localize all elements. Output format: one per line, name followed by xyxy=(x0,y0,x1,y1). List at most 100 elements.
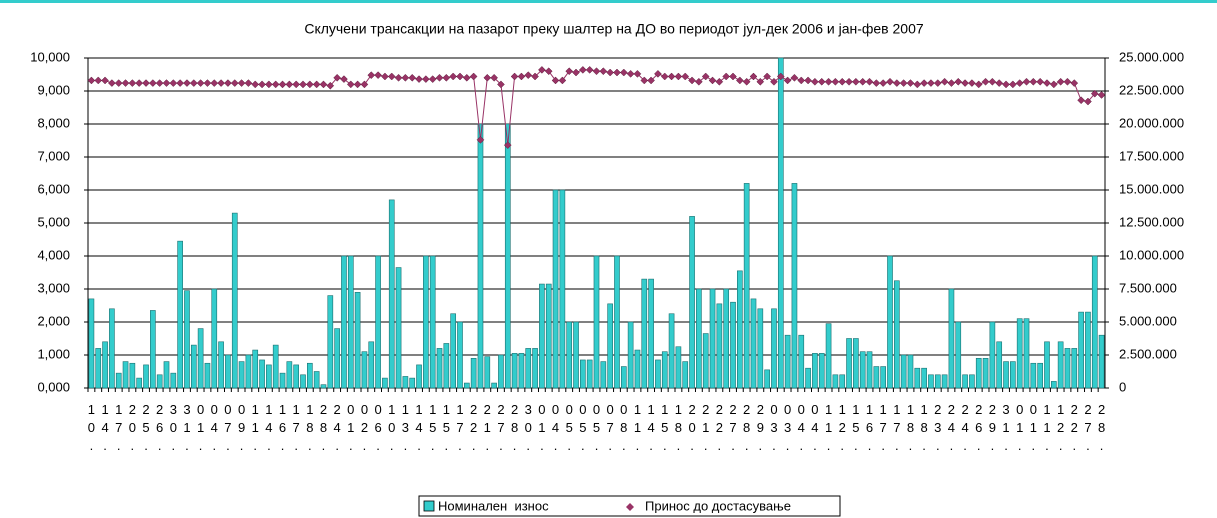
bar xyxy=(375,255,381,389)
bar xyxy=(552,189,559,389)
yield-marker xyxy=(360,80,369,89)
yield-marker xyxy=(538,66,546,74)
y2-tick-label: 12.500.000 xyxy=(1119,214,1184,229)
yield-marker xyxy=(606,68,615,77)
bar xyxy=(231,212,238,389)
bar xyxy=(177,240,183,389)
bar xyxy=(463,382,470,389)
bar xyxy=(532,348,538,389)
bar xyxy=(975,357,982,389)
yield-marker xyxy=(135,79,144,87)
yield-marker xyxy=(353,80,362,89)
bar xyxy=(798,334,805,389)
yield-marker xyxy=(708,76,717,85)
yield-marker xyxy=(476,135,485,144)
yield-marker xyxy=(770,77,778,86)
bar xyxy=(190,344,197,389)
bar xyxy=(423,255,429,389)
yield-marker xyxy=(947,79,956,87)
yield-marker xyxy=(660,72,669,81)
bar xyxy=(962,374,968,389)
yield-marker xyxy=(1049,80,1058,89)
bar xyxy=(559,189,566,389)
yield-marker xyxy=(244,79,253,87)
bar xyxy=(757,308,764,389)
bar xyxy=(402,376,409,389)
bar xyxy=(293,364,300,389)
bar xyxy=(184,290,190,389)
yield-marker xyxy=(394,73,403,82)
yield-marker xyxy=(933,79,942,87)
y-tick-label: 3,000 xyxy=(37,280,70,295)
bar xyxy=(129,362,136,389)
y-tick-label: 9,000 xyxy=(37,82,70,97)
bar xyxy=(832,374,839,389)
bar xyxy=(518,353,525,389)
yield-marker xyxy=(974,80,983,89)
bar xyxy=(743,183,750,389)
yield-marker xyxy=(333,73,341,82)
bar xyxy=(477,123,484,389)
yield-marker xyxy=(715,77,724,86)
bar xyxy=(655,359,661,389)
bar xyxy=(784,334,791,389)
yield-marker xyxy=(783,76,792,85)
yield-marker xyxy=(797,76,806,85)
yield-marker xyxy=(920,79,928,87)
yield-marker xyxy=(695,77,703,86)
bar xyxy=(1030,362,1037,389)
yield-marker xyxy=(101,76,109,85)
bar xyxy=(716,303,723,389)
yield-marker xyxy=(954,77,963,86)
bar xyxy=(1098,334,1105,389)
bar xyxy=(641,278,648,389)
yield-marker xyxy=(510,72,519,81)
yield-marker xyxy=(87,76,96,85)
yield-marker xyxy=(578,66,587,74)
yield-marker xyxy=(435,73,444,82)
bar xyxy=(737,270,743,389)
y-tick-label: 5,000 xyxy=(37,214,70,229)
bar xyxy=(1044,341,1050,389)
bar xyxy=(791,183,798,389)
yield-marker xyxy=(1063,77,1072,86)
yield-marker xyxy=(189,79,198,87)
yield-marker xyxy=(776,72,785,81)
yield-marker xyxy=(572,68,580,77)
yield-marker xyxy=(449,72,458,81)
yield-marker xyxy=(1090,89,1099,98)
yield-marker xyxy=(524,71,533,80)
yield-marker xyxy=(565,67,574,76)
yield-marker xyxy=(906,79,915,87)
y2-tick-label: 2.500.000 xyxy=(1119,346,1177,361)
yield-marker xyxy=(790,73,799,82)
yield-marker xyxy=(285,80,294,89)
yield-marker xyxy=(312,80,321,89)
bar xyxy=(245,354,252,389)
bar xyxy=(682,361,689,389)
y2-tick-label: 20.000.000 xyxy=(1119,115,1184,130)
legend-label: Принос до достасување xyxy=(645,498,791,513)
bar xyxy=(115,372,122,389)
bar xyxy=(614,255,620,389)
bar xyxy=(272,344,279,389)
yield-marker xyxy=(913,80,922,89)
